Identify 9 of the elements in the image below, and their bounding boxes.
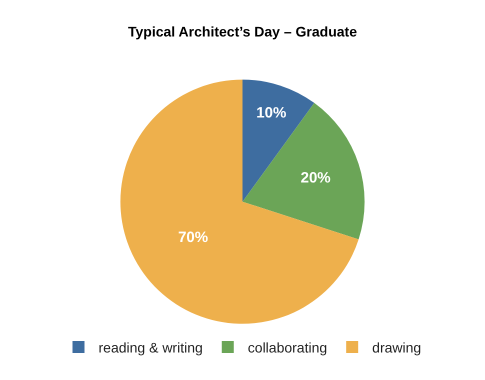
legend-label: drawing (372, 339, 422, 356)
data-label: 20% (300, 169, 331, 186)
pie-slice (242, 102, 364, 240)
data-label: 70% (178, 229, 208, 246)
legend-label: reading & writing (98, 339, 203, 356)
pie-slice (120, 80, 359, 324)
legend-label: collaborating (248, 339, 328, 356)
data-label: 10% (256, 104, 286, 122)
chart-title: Typical Architect’s Day – Graduate (128, 23, 358, 40)
